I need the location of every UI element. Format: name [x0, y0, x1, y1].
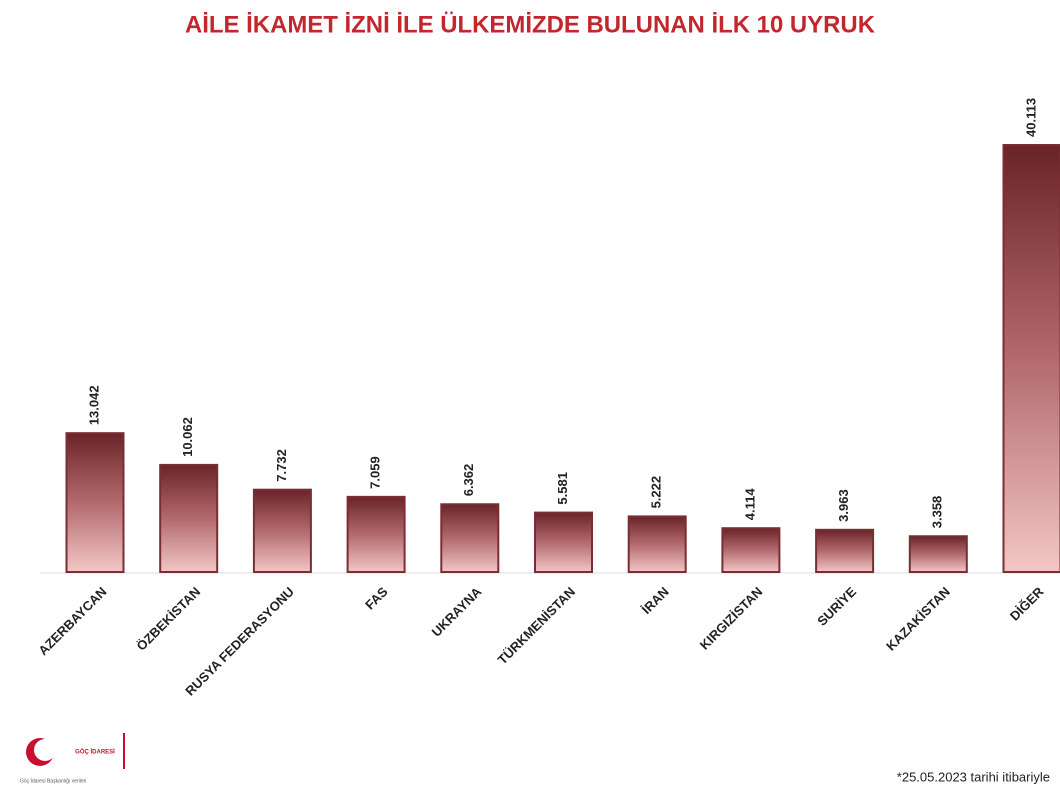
x-tick-label: UKRAYNA	[429, 584, 485, 640]
x-tick-label: FAS	[362, 584, 391, 613]
bar	[908, 535, 968, 573]
value-label: 4.114	[742, 488, 757, 521]
value-label: 3.358	[930, 496, 945, 529]
x-tick-label: İRAN	[639, 584, 672, 617]
x-tick-label: AZERBAYCAN	[35, 584, 109, 658]
value-label: 7.732	[274, 449, 289, 482]
x-tick-label: RUSYA FEDERASYONU	[182, 584, 297, 699]
x-tick-label: SURİYE	[814, 584, 859, 629]
value-label: 3.963	[836, 489, 851, 522]
logo-text: GÖÇ İDARESİ	[75, 749, 115, 756]
bar	[440, 503, 500, 574]
logo-divider	[123, 733, 125, 769]
bar	[627, 515, 687, 573]
bar	[346, 495, 406, 573]
bar	[815, 528, 875, 573]
x-tick-label: DİĞER	[1007, 584, 1047, 624]
bar	[159, 463, 219, 574]
value-label: 40.113	[1023, 98, 1038, 137]
logo-crescent-cut	[34, 739, 56, 761]
x-tick-label: ÖZBEKİSTAN	[134, 584, 204, 654]
bar	[65, 432, 125, 573]
value-label: 7.059	[368, 456, 383, 489]
note: *25.05.2023 tarihi itibariyle	[897, 769, 1050, 784]
value-label: 10.062	[180, 417, 195, 457]
bar	[721, 527, 781, 574]
x-tick-label: KAZAKİSTAN	[883, 584, 953, 654]
value-label: 13.042	[86, 385, 101, 425]
bar	[1002, 144, 1060, 573]
value-label: 6.362	[461, 464, 476, 497]
logo: GÖÇ İDARESİ Göç İdaresi Başkanlığı veril…	[20, 733, 125, 784]
source: Göç İdaresi Başkanlığı verileri	[20, 777, 86, 784]
value-label: 5.581	[555, 472, 570, 505]
value-label: 5.222	[649, 476, 664, 509]
bar	[534, 511, 593, 573]
chart-title: AİLE İKAMET İZNİ İLE ÜLKEMİZDE BULUNAN İ…	[185, 11, 876, 38]
x-tick-label: TÜRKMENİSTAN	[495, 584, 578, 667]
bar	[252, 488, 312, 574]
x-tick-label: KIRGIZİSTAN	[697, 584, 766, 653]
